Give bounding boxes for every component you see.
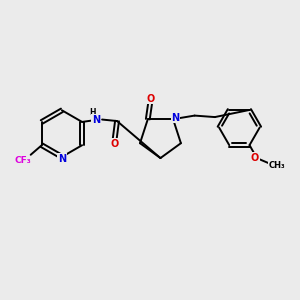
Text: N: N: [92, 115, 100, 124]
Text: CH₃: CH₃: [269, 161, 286, 170]
Text: CF₃: CF₃: [15, 156, 32, 165]
Text: N: N: [171, 113, 179, 123]
Text: O: O: [110, 139, 119, 149]
Text: N: N: [58, 154, 66, 164]
Text: O: O: [251, 153, 259, 163]
Text: H: H: [89, 109, 95, 118]
Text: O: O: [146, 94, 154, 103]
